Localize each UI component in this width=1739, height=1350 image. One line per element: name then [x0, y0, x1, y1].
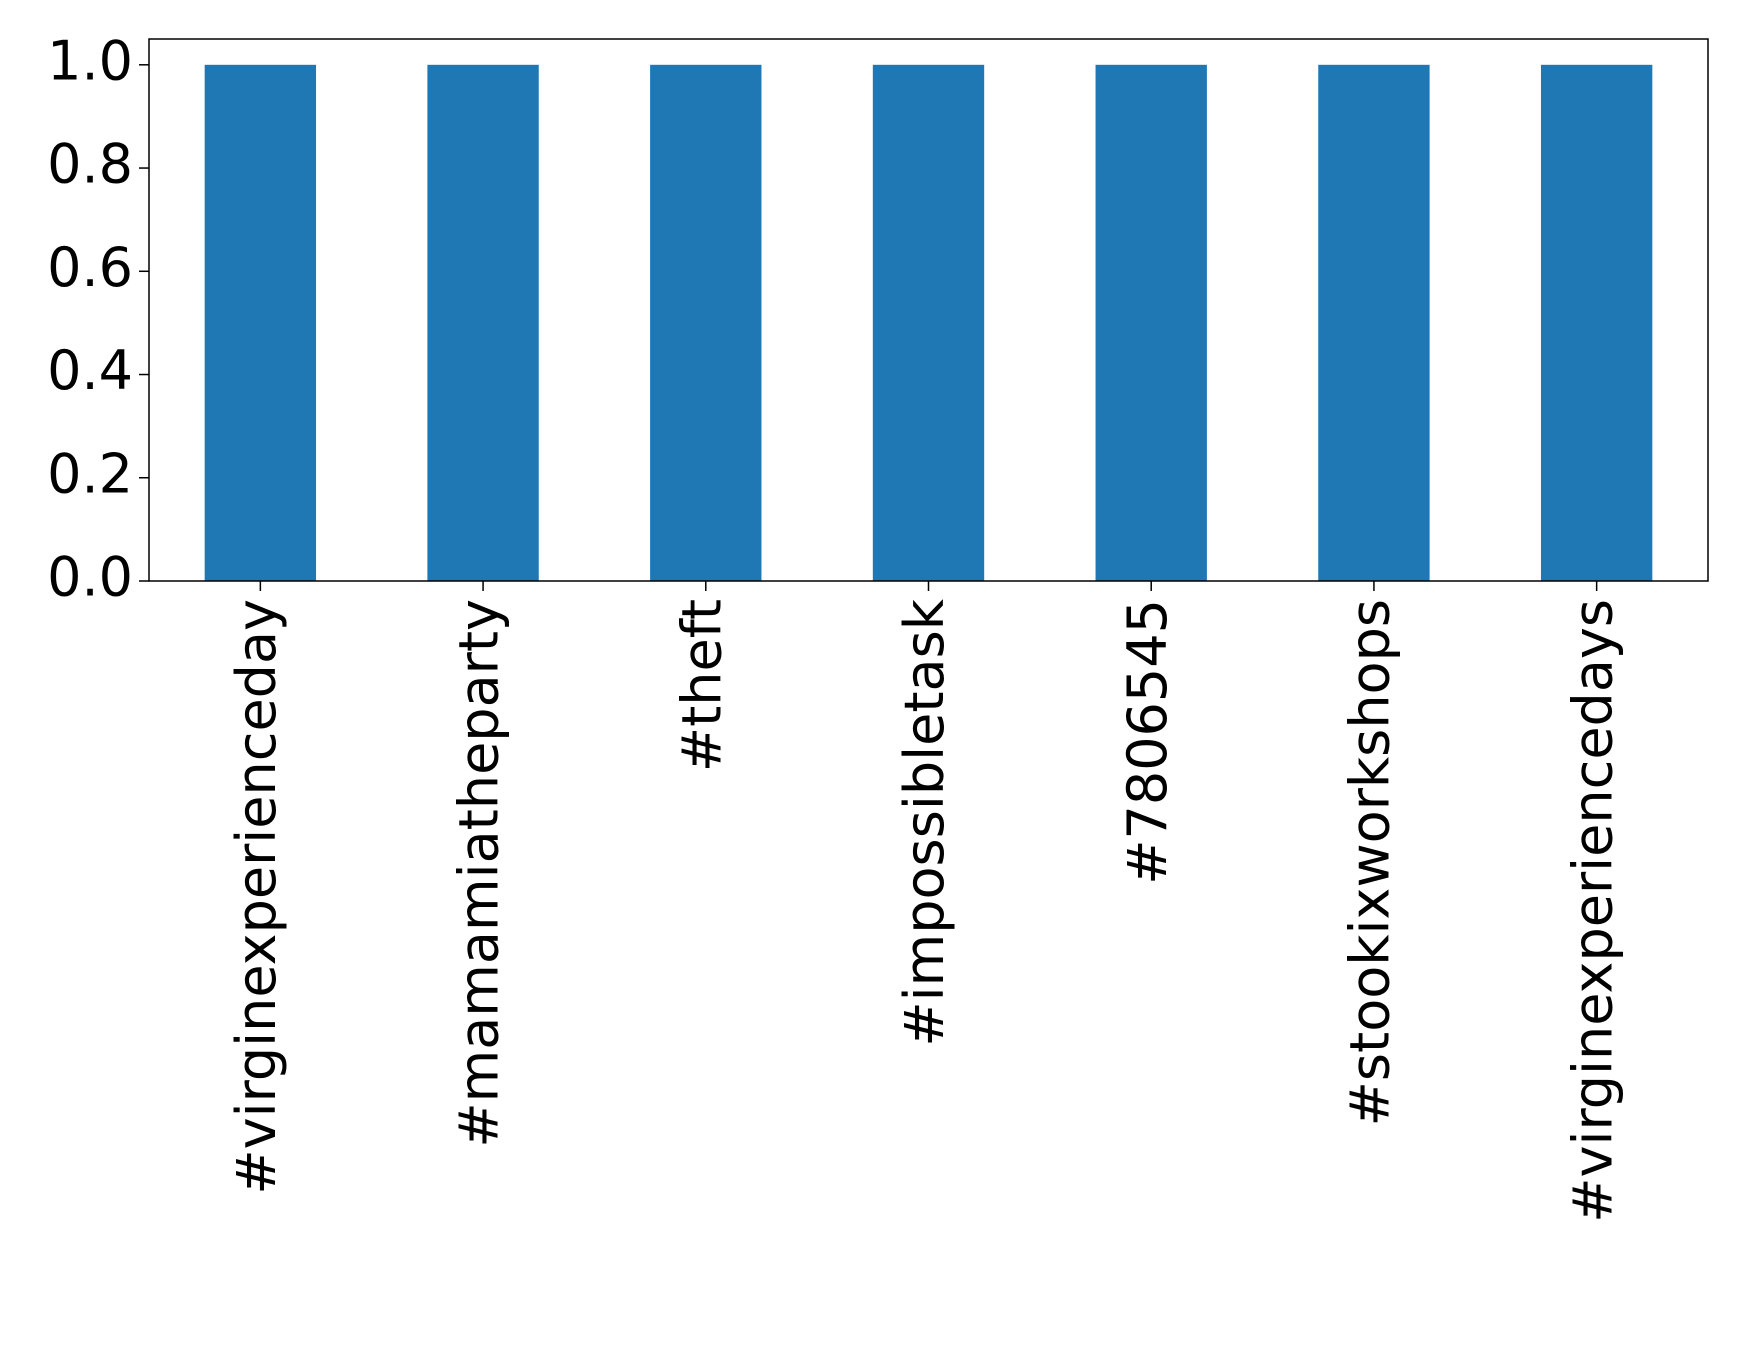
bar [872, 64, 985, 582]
plot-frame [148, 38, 1709, 582]
bar [650, 64, 762, 582]
bar [427, 64, 539, 582]
x-tick-label: #theft [670, 599, 733, 772]
y-tick-label: 0.2 [47, 442, 133, 505]
y-tick-label: 0.4 [47, 339, 133, 402]
y-tick-label: 0.0 [47, 546, 133, 609]
x-tick-label: #impossibletask [893, 598, 956, 1046]
y-tick-label: 0.6 [47, 236, 133, 299]
bar [204, 64, 317, 582]
bar [1318, 64, 1430, 582]
bar [1095, 64, 1207, 582]
x-tick-label: #stookixworkshops [1339, 599, 1402, 1126]
x-tick-label: #virginexperienceday [225, 599, 288, 1195]
y-tick-label: 0.8 [47, 133, 133, 196]
x-tick-label: #mamamiatheparty [448, 599, 511, 1148]
x-tick-label: #virginexperiencedays [1561, 599, 1624, 1223]
y-tick-label: 1.0 [47, 29, 133, 92]
bar [1540, 64, 1653, 582]
x-tick-label: #7806545 [1116, 599, 1179, 885]
